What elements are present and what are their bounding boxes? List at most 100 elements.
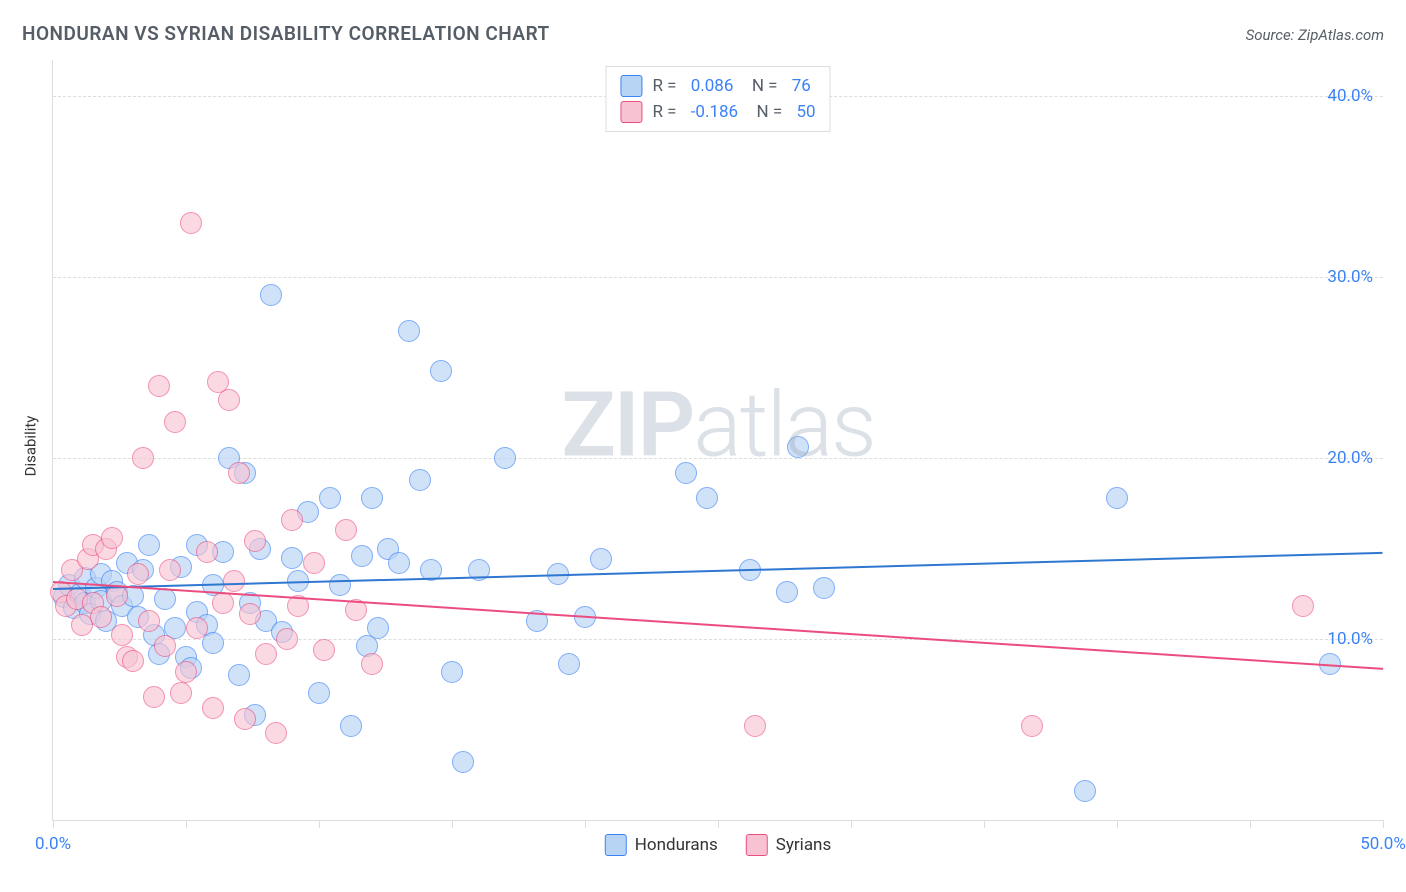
series-legend-item: Syrians [746, 834, 831, 856]
source-name: ZipAtlas.com [1298, 26, 1384, 44]
legend-n-label: N = [743, 73, 781, 99]
data-point [196, 541, 218, 563]
data-point [1074, 780, 1096, 802]
data-point [255, 643, 277, 665]
legend-n-label: N = [748, 99, 786, 125]
watermark: ZIPatlas [561, 372, 874, 477]
data-point [1021, 715, 1043, 737]
data-point [138, 610, 160, 632]
plot-area: ZIPatlas R = 0.086 N = 76R = -0.186 N = … [52, 60, 1383, 821]
data-point [281, 547, 303, 569]
legend-r-label: R = [652, 73, 680, 99]
legend-row: R = 0.086 N = 76 [620, 73, 815, 99]
data-point [340, 715, 362, 737]
chart-title: HONDURAN VS SYRIAN DISABILITY CORRELATIO… [22, 22, 550, 45]
data-point [223, 570, 245, 592]
x-tick [585, 820, 586, 828]
x-tick [718, 820, 719, 828]
data-point [212, 592, 234, 614]
data-point [90, 606, 112, 628]
data-point [244, 530, 266, 552]
data-point [127, 563, 149, 585]
chart-container: HONDURAN VS SYRIAN DISABILITY CORRELATIO… [0, 0, 1406, 892]
data-point [388, 552, 410, 574]
data-point [303, 552, 325, 574]
data-point [409, 469, 431, 491]
data-point [218, 389, 240, 411]
watermark-light: atlas [693, 372, 874, 477]
data-point [351, 545, 373, 567]
data-point [590, 548, 612, 570]
legend-r-value: 0.086 [691, 73, 734, 99]
data-point [228, 664, 250, 686]
data-point [744, 715, 766, 737]
legend-r-label: R = [652, 99, 680, 125]
data-point [361, 653, 383, 675]
series-legend: Hondurans Syrians [605, 834, 831, 856]
data-point [281, 509, 303, 531]
source-prefix: Source: [1246, 26, 1298, 44]
legend-n-value: 50 [796, 99, 815, 125]
y-axis-label: Disability [21, 416, 39, 477]
data-point [494, 447, 516, 469]
y-tick-label: 10.0% [1327, 629, 1373, 649]
correlation-legend: R = 0.086 N = 76R = -0.186 N = 50 [605, 66, 830, 132]
data-point [329, 574, 351, 596]
y-tick-label: 20.0% [1327, 448, 1373, 468]
data-point [398, 320, 420, 342]
data-point [361, 487, 383, 509]
data-point [234, 708, 256, 730]
series-legend-item: Hondurans [605, 834, 718, 856]
data-point [180, 212, 202, 234]
x-tick [1117, 820, 1118, 828]
x-tick [53, 820, 54, 828]
data-point [1292, 595, 1314, 617]
legend-n-value: 76 [792, 73, 811, 99]
data-point [122, 650, 144, 672]
data-point [319, 487, 341, 509]
data-point [787, 436, 809, 458]
x-tick [452, 820, 453, 828]
x-tick [984, 820, 985, 828]
data-point [675, 462, 697, 484]
data-point [154, 635, 176, 657]
trend-line [53, 581, 1383, 670]
data-point [813, 577, 835, 599]
data-point [776, 581, 798, 603]
data-point [558, 653, 580, 675]
data-point [239, 603, 261, 625]
data-point [148, 375, 170, 397]
legend-r-value: -0.186 [691, 99, 738, 125]
data-point [265, 722, 287, 744]
y-tick-label: 30.0% [1327, 267, 1373, 287]
x-tick [1383, 820, 1384, 828]
data-point [335, 519, 357, 541]
legend-swatch [605, 834, 627, 856]
data-point [276, 628, 298, 650]
data-point [308, 682, 330, 704]
x-tick-label: 0.0% [35, 834, 71, 854]
data-point [1106, 487, 1128, 509]
data-point [228, 462, 250, 484]
data-point [260, 284, 282, 306]
data-point [159, 559, 181, 581]
data-point [170, 682, 192, 704]
data-point [143, 686, 165, 708]
legend-row: R = -0.186 N = 50 [620, 99, 815, 125]
data-point [138, 534, 160, 556]
legend-swatch [746, 834, 768, 856]
x-tick-label: 50.0% [1360, 834, 1406, 854]
gridline [53, 639, 1383, 640]
data-point [132, 447, 154, 469]
gridline [53, 277, 1383, 278]
x-tick [1250, 820, 1251, 828]
legend-swatch [620, 75, 642, 97]
y-tick-label: 40.0% [1327, 86, 1373, 106]
data-point [101, 527, 123, 549]
series-legend-label: Syrians [776, 835, 831, 855]
data-point [154, 588, 176, 610]
data-point [202, 697, 224, 719]
data-point [696, 487, 718, 509]
x-tick [851, 820, 852, 828]
series-legend-label: Hondurans [635, 835, 718, 855]
